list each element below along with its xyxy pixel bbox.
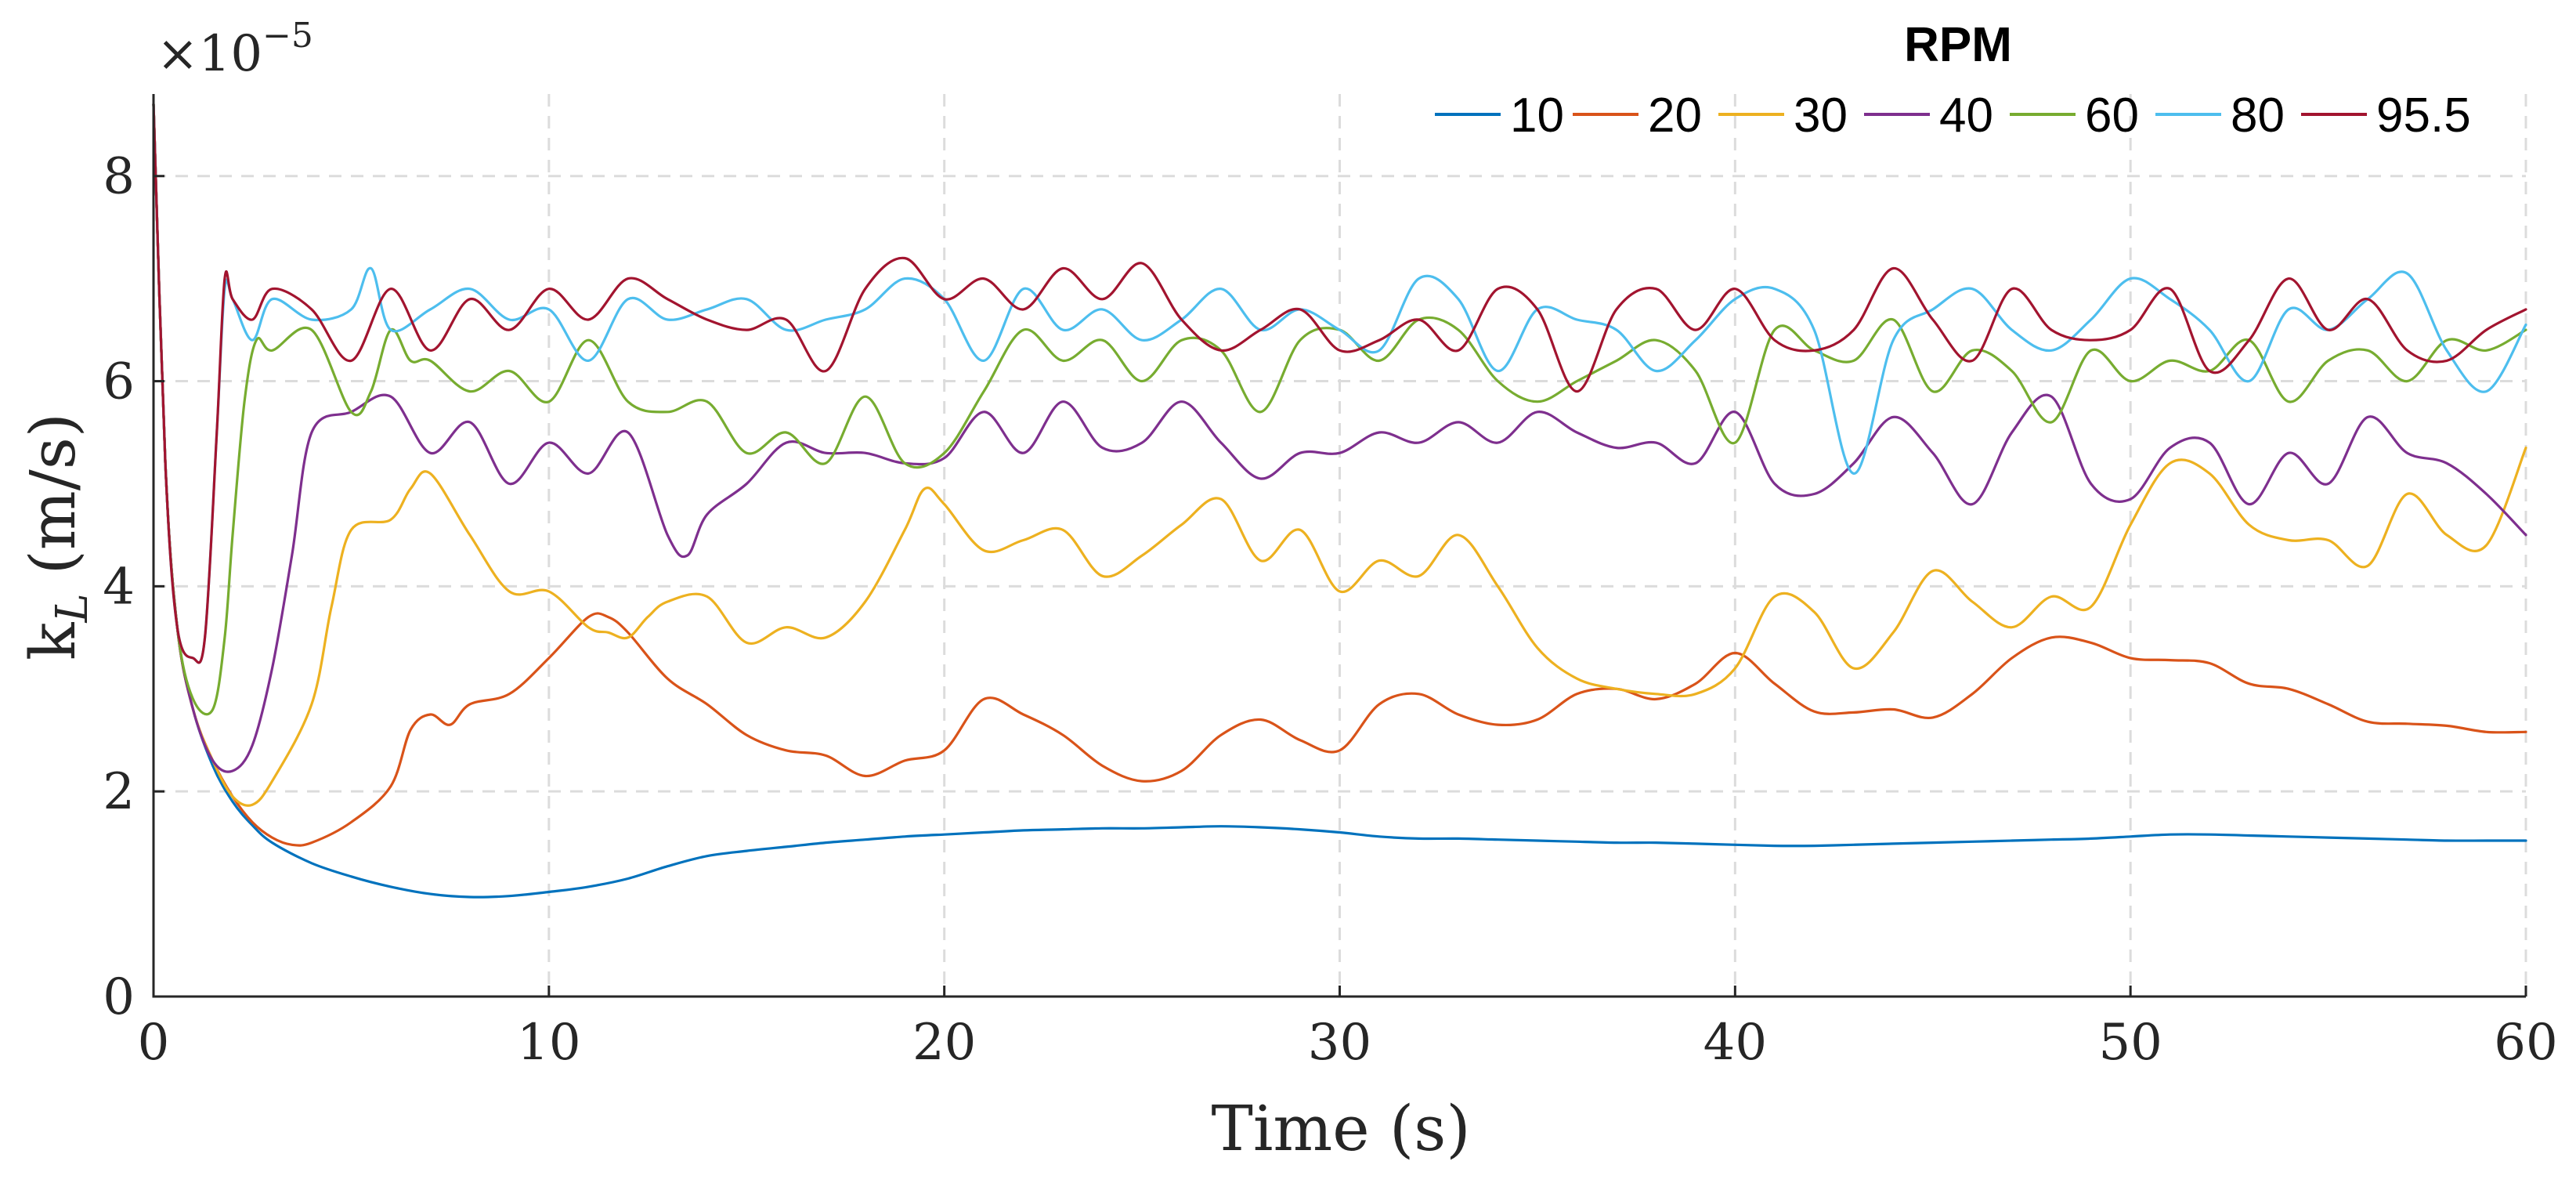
y-tick-label: 2 — [103, 763, 135, 821]
legend-label: 80 — [2231, 89, 2285, 143]
y-axis-title-units: (m/s) — [16, 413, 89, 574]
legend-label: 40 — [1939, 89, 1993, 143]
x-tick-label: 30 — [1308, 1014, 1371, 1072]
grid-lines — [154, 94, 2527, 997]
tick-labels: 0 10 20 30 40 50 60 0 2 4 6 8 — [103, 148, 2557, 1072]
series-line-60-rpm — [152, 103, 2527, 716]
y-axis-title-subscript: L — [47, 593, 98, 623]
y-axis-exponent: ×10−5 — [157, 16, 313, 83]
x-axis-title: Time (s) — [1211, 1092, 1470, 1165]
x-tick-label: 20 — [912, 1014, 976, 1072]
y-tick-label: 8 — [103, 148, 135, 206]
legend-label: 30 — [1794, 89, 1848, 143]
y-tick-label: 4 — [103, 558, 135, 616]
x-tick-label: 60 — [2494, 1014, 2557, 1072]
series-line-30-rpm — [152, 103, 2527, 807]
legend: RPM 10 20 30 40 60 80 95.5 — [1435, 18, 2471, 143]
series-line-10-rpm — [152, 103, 2527, 899]
svg-text:kL(m/s): kL (m/s) — [16, 413, 98, 660]
legend-label: 10 — [1510, 89, 1564, 143]
x-tick-label: 10 — [517, 1014, 580, 1072]
y-tick-label: 0 — [103, 968, 135, 1026]
legend-items: 10 20 30 40 60 80 95.5 — [1435, 89, 2471, 143]
y-axis-title: kL (m/s) — [16, 413, 98, 660]
svg-text:×10−5: ×10−5 — [157, 16, 313, 83]
legend-title: RPM — [1904, 18, 2012, 72]
series-lines — [152, 103, 2527, 899]
x-tick-label: 40 — [1703, 1014, 1767, 1072]
legend-label: 95.5 — [2376, 89, 2471, 143]
exponent-power: −5 — [262, 16, 313, 56]
legend-label: 60 — [2085, 89, 2139, 143]
series-line-20-rpm — [152, 103, 2527, 847]
series-line-40-rpm — [152, 103, 2527, 773]
x-tick-label: 50 — [2098, 1014, 2162, 1072]
legend-label: 20 — [1648, 89, 1702, 143]
y-tick-label: 6 — [103, 353, 135, 411]
x-tick-label: 0 — [138, 1014, 170, 1072]
series-line-95-5-rpm — [152, 103, 2527, 664]
exponent-base: ×10 — [157, 25, 262, 83]
y-axis-title-base: k — [16, 621, 89, 660]
